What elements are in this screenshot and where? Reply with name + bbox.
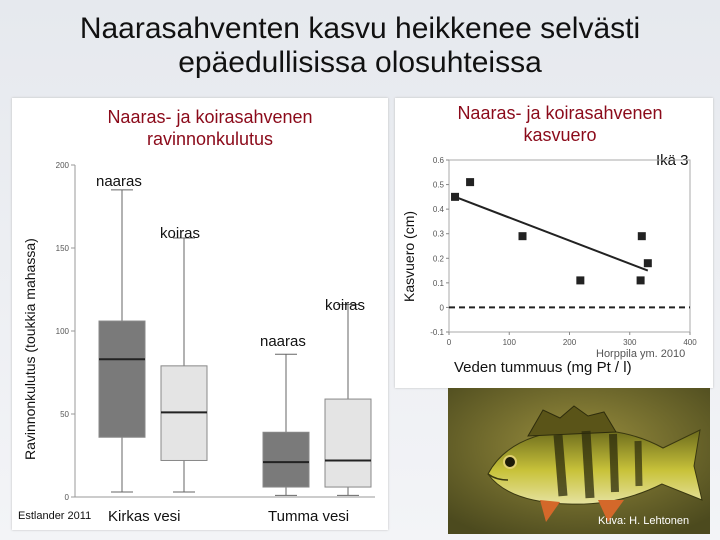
photo-credit: Kuva: H. Lehtonen [598,515,690,527]
boxplot-ytick-label: 50 [60,410,69,419]
scatter-point [466,178,475,187]
group-label-dark-water: Tumma vesi [268,508,350,525]
scatter-plot-frame [448,159,691,333]
slide-title: Naarasahventen kasvu heikkenee selvästi … [30,12,690,80]
scatter-trend-line [454,195,649,272]
scatter-point [451,192,460,201]
scatter-xtick-label: 300 [623,338,637,347]
scatter-point [518,232,527,241]
boxplot-ytick-label: 200 [56,161,70,170]
box-label-koiras-clear: koiras [160,225,201,242]
title-line-1: Naarasahventen kasvu heikkenee selvästi [79,12,641,45]
scatter-ytick-label: 0.2 [433,254,445,263]
boxplot-ytick-label: 150 [56,244,70,253]
scatter-point [643,259,652,268]
title-line-2: epäedullisissa olosuhteissa [178,46,542,79]
scatter-point [576,276,585,285]
box-label-naaras-dark: naaras [260,333,306,350]
left-chart-title: Naaras- ja koirasahvenen ravinnonkulutus [60,106,360,150]
scatter-ytick-label: 0.1 [433,279,445,288]
boxplot-ytick-label: 0 [65,493,70,502]
box-iqr [324,398,372,488]
right-chart-panel [395,98,713,388]
scatter-point [637,232,646,241]
right-title-line-2: kasvuero [523,125,597,145]
scatter-xlabel: Veden tummuus (mg Pt / l) [454,359,632,376]
box-iqr [262,431,310,488]
boxplot-credit: Estlander 2011 [18,510,92,522]
scatter-xtick-label: 400 [683,338,697,347]
scatter-point [636,276,645,285]
scatter-xtick-label: 0 [447,338,452,347]
scatter-ytick-label: 0.4 [433,205,445,214]
scatter-xtick-label: 100 [503,338,517,347]
box-label-naaras-clear: naaras [96,173,142,190]
scatter-xtick-label: 200 [563,338,577,347]
scatter-ylabel: Kasvuero (cm) [401,210,417,302]
left-title-line-2: ravinnonkulutus [146,129,274,149]
group-label-clear-water: Kirkas vesi [108,508,181,525]
scatter-ytick-label: 0.6 [433,156,445,165]
box-iqr [98,320,146,438]
scatter-ytick-label: -0.1 [430,328,444,337]
perch-photo [448,388,710,534]
perch-illustration [448,388,710,534]
left-title-line-1: Naaras- ja koirasahvenen [107,107,313,127]
right-title-line-1: Naaras- ja koirasahvenen [457,103,663,123]
scatter-ytick-label: 0.3 [433,230,445,239]
boxplot-ytick-label: 100 [56,327,70,336]
scatter-ytick-label: 0.5 [433,181,445,190]
scatter-credit: Horppila ym. 2010 [596,348,686,360]
right-chart-title: Naaras- ja koirasahvenen kasvuero [420,102,700,146]
box-label-koiras-dark: koiras [325,297,366,314]
scatter-ytick-label: 0 [440,303,445,312]
